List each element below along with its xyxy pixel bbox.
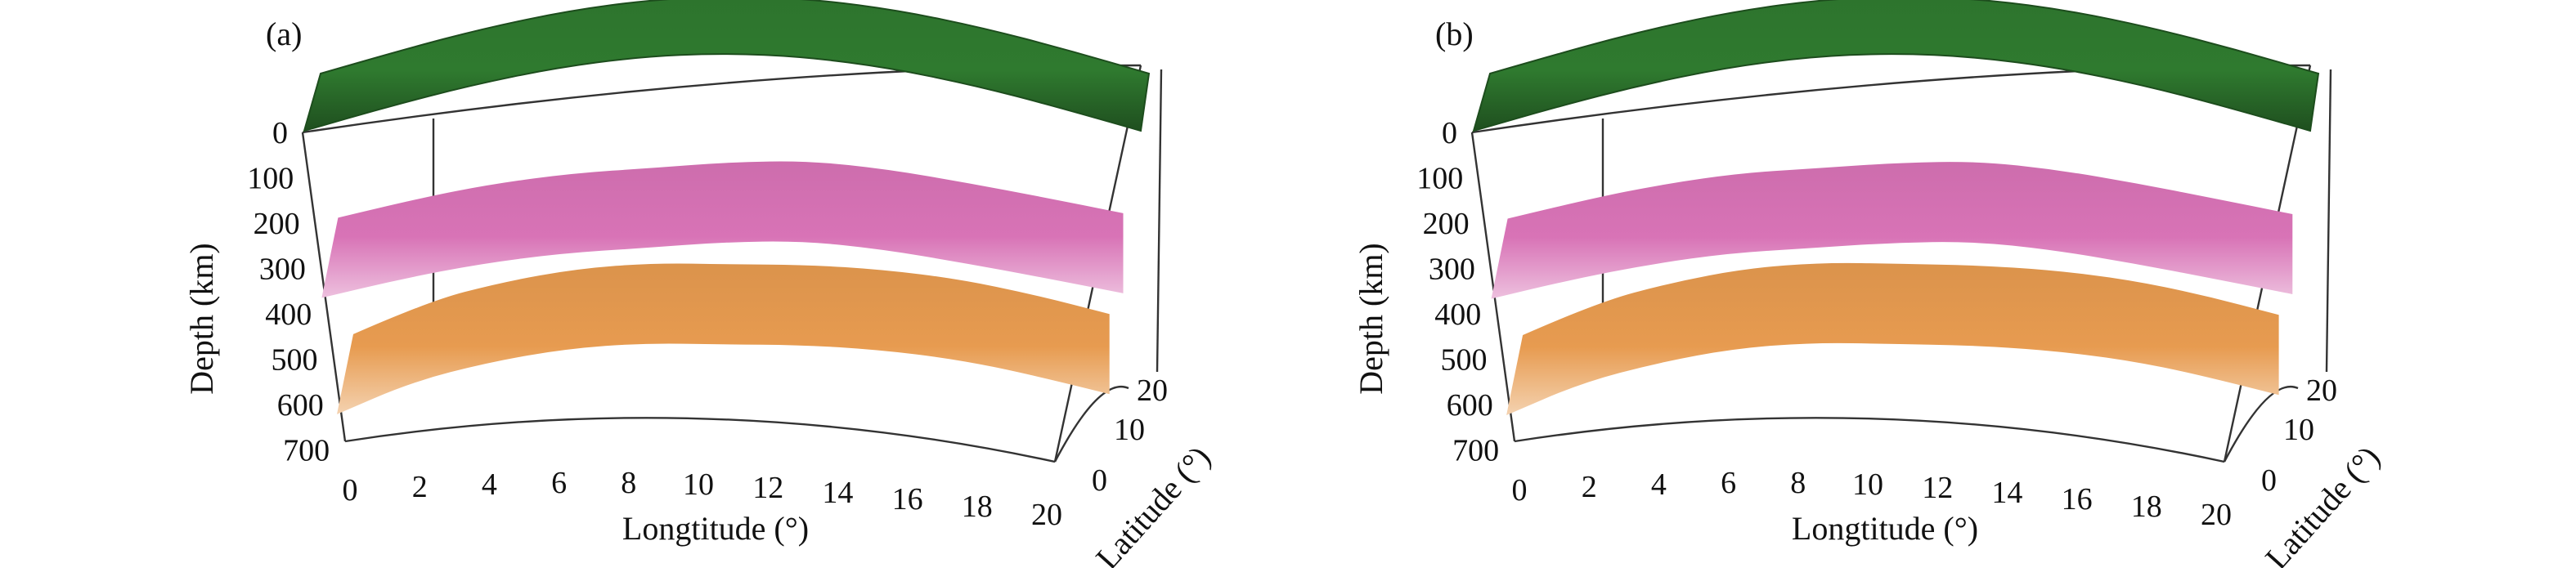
depth-tick: 500 [1441,343,1488,378]
latitude-axis-label: Latitude (°) [1088,439,1218,568]
depth-tick: 200 [254,207,300,241]
longitude-ticks: 0 2 4 6 8 10 12 14 16 18 20 [343,466,1063,532]
longitude-tick: 10 [683,467,714,502]
surface-0 [303,0,1151,132]
longitude-axis-label: Longtitude (°) [622,510,809,547]
frame-left-vertical [1470,132,1516,442]
surface-2 [337,263,1110,414]
longitude-tick: 8 [1790,466,1806,500]
frame-bottom-right-arc [1053,386,1129,463]
frame-back-right-edge [2325,69,2332,373]
depth-ticks: 0 100 200 300 400 500 600 700 [1416,116,1499,468]
frame-bottom-front-arc [344,417,1056,463]
depth-ticks: 0 100 200 300 400 500 600 700 [247,116,330,468]
latitude-ticks: 010 20 [1092,373,1168,498]
longitude-tick: 12 [752,471,783,505]
longitude-tick: 20 [2201,498,2232,532]
surface-1 [1491,162,2293,299]
depth-tick: 700 [1452,434,1499,468]
depth-tick: 400 [265,297,312,332]
surfaces [303,0,1151,414]
panel-label: (b) [1435,16,1474,52]
longitude-tick: 0 [343,473,358,508]
depth-tick: 700 [283,434,330,468]
latitude-tick: 10 [1114,413,1145,447]
longitude-tick: 10 [1852,467,1883,502]
depth-tick: 500 [272,343,318,378]
depth-tick: 600 [277,388,324,423]
longitude-tick: 4 [482,467,497,502]
latitude-tick: 10 [2283,413,2314,447]
depth-tick: 0 [272,116,288,150]
depth-axis-label: Depth (km) [1353,243,1389,395]
longitude-tick: 6 [1721,466,1736,500]
longitude-tick: 12 [1922,471,1953,505]
latitude-tick: 0 [2261,463,2277,498]
depth-axis-label: Depth (km) [183,243,220,395]
longitude-axis-label: Longtitude (°) [1792,510,1978,547]
longitude-tick: 16 [892,482,923,517]
longitude-tick: 18 [962,490,993,524]
longitude-tick: 20 [1031,498,1062,532]
depth-tick: 100 [247,162,294,196]
depth-tick: 300 [259,253,306,287]
frame-bottom-right-arc [2223,386,2299,463]
longitude-tick: 2 [412,470,428,504]
latitude-axis-label: Latitude (°) [2258,439,2387,568]
longitude-tick: 4 [1651,467,1667,502]
longitude-ticks: 0 2 4 6 8 10 12 14 16 18 20 [1512,466,2233,532]
latitude-ticks: 010 20 [2261,373,2337,498]
longitude-tick: 14 [822,476,853,510]
surface-0 [1472,0,2320,132]
depth-tick: 200 [1423,207,1470,241]
longitude-tick: 2 [1582,470,1597,504]
frame-bottom-front-arc [1514,417,2225,463]
longitude-tick: 8 [621,466,636,500]
depth-tick: 0 [1442,116,1457,150]
latitude-tick: 20 [2306,373,2337,408]
depth-tick: 300 [1429,253,1475,287]
frame-back-right-edge [1156,69,1163,373]
depth-tick: 600 [1447,388,1493,423]
surface-2 [1506,262,2279,415]
longitude-tick: 16 [2062,482,2093,517]
longitude-tick: 6 [551,466,567,500]
longitude-tick: 14 [1991,476,2022,510]
latitude-tick: 20 [1137,373,1168,408]
latitude-tick: 0 [1092,463,1107,498]
depth-tick: 400 [1434,297,1481,332]
longitude-tick: 18 [2131,490,2162,524]
surface-1 [321,161,1124,298]
depth-tick: 100 [1416,162,1463,196]
surfaces [1472,0,2320,415]
panel-label: (a) [266,16,302,52]
longitude-tick: 0 [1512,473,1528,508]
frame-left-vertical [301,132,347,442]
